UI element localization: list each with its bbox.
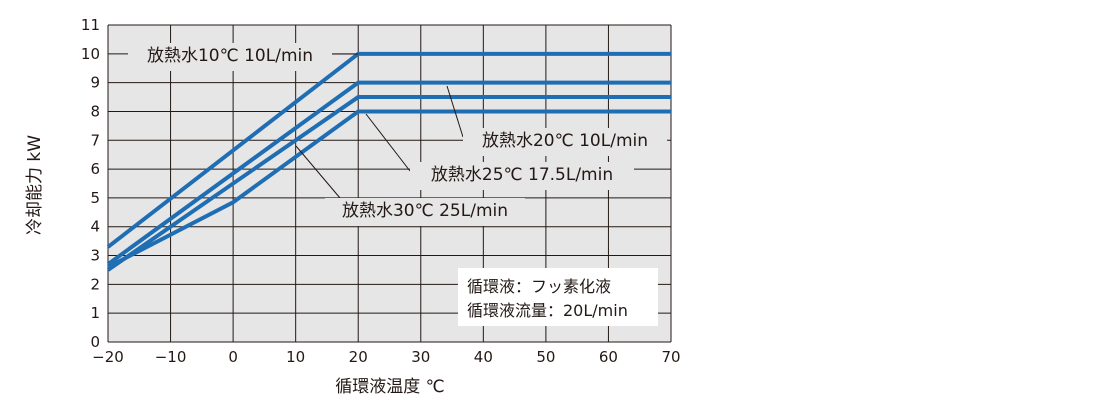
y-tick-label: 2	[90, 275, 100, 293]
tick-labels: −20 −10 0 10 20 30 40 50 60 70 0 1 2 3 4 5 6 7 8 9 10 11	[81, 16, 681, 366]
series-label-1: 放熱水10℃ 10L/min	[147, 46, 313, 66]
note-box	[458, 268, 658, 326]
callout-leader-line	[365, 113, 411, 172]
x-tick-label: 50	[536, 348, 555, 366]
callout-background	[128, 43, 332, 71]
series-label-3: 放熱水25℃ 17.5L/min	[431, 165, 613, 185]
callout-background	[410, 162, 634, 190]
y-tick-label: 3	[90, 247, 100, 265]
x-tick-label: 10	[286, 348, 305, 366]
y-tick-label: 5	[90, 189, 100, 207]
x-tick-label: 30	[411, 348, 430, 366]
callout-background	[463, 128, 667, 156]
y-axis-title: 冷却能力 kW	[25, 135, 45, 235]
series-line-2	[106, 80, 671, 266]
y-tick-label: 6	[90, 160, 100, 178]
callout-leader-line	[295, 145, 341, 199]
y-tick-label: 10	[81, 45, 100, 63]
series-label-4: 放熱水30℃ 25L/min	[342, 201, 508, 221]
x-axis-title: 循環液温度 ℃	[335, 377, 445, 397]
callout-leader-line	[446, 85, 464, 138]
x-tick-label: 20	[349, 348, 368, 366]
x-tick-label: 70	[661, 348, 680, 366]
y-tick-label: 11	[81, 16, 100, 34]
x-tick-label: 60	[599, 348, 618, 366]
x-tick-label: −10	[155, 348, 187, 366]
x-tick-label: 40	[474, 348, 493, 366]
series-line-4	[107, 109, 671, 269]
series-label-2: 放熱水20℃ 10L/min	[482, 131, 648, 151]
x-tick-label: 0	[228, 348, 238, 366]
series-callouts: 放熱水10℃ 10L/min 放熱水20℃ 10L/min 放熱水25℃ 17.5L…	[128, 43, 667, 226]
note-line: 循環液流量：20L/min	[467, 301, 628, 320]
callout-background	[325, 198, 525, 226]
note-line: 循環液：フッ素化液	[467, 277, 611, 296]
x-tick-label: −20	[92, 348, 124, 366]
y-tick-label: 0	[90, 333, 100, 351]
y-tick-label: 7	[90, 131, 100, 149]
y-tick-label: 4	[90, 218, 100, 236]
y-tick-label: 8	[90, 102, 100, 120]
y-tick-label: 1	[90, 304, 100, 322]
series-line-3	[106, 95, 671, 272]
y-tick-label: 9	[90, 74, 100, 92]
